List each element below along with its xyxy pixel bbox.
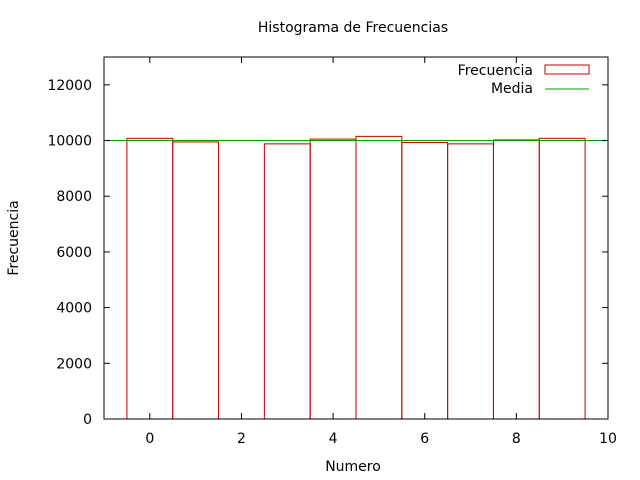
y-tick-label: 8000 (56, 189, 92, 205)
legend: Frecuencia Media (458, 63, 590, 97)
y-tick-label: 10000 (47, 134, 92, 150)
x-tick-label: 10 (599, 431, 617, 447)
bar-5 (355, 135, 403, 420)
bars-group (126, 135, 586, 420)
y-tick-label: 4000 (56, 301, 92, 317)
bar-1 (172, 141, 220, 420)
x-tick-label: 8 (512, 431, 521, 447)
bar-8 (492, 139, 540, 420)
x-axis-label: Numero (325, 459, 381, 475)
chart-title: Histograma de Frecuencias (258, 20, 448, 36)
bar-0 (126, 137, 174, 420)
legend-label-frecuencia: Frecuencia (458, 63, 533, 79)
plot-frame (103, 56, 609, 420)
bar-3 (263, 143, 311, 420)
y-tick-label: 12000 (47, 78, 92, 94)
ticks-group: 0 2 4 6 8 10 0 2000 4000 6000 8000 10000 12000 (47, 57, 617, 447)
y-tick-label: 2000 (56, 356, 92, 372)
bar-9 (538, 137, 586, 420)
y-tick-label: 6000 (56, 245, 92, 261)
y-tick-label: 0 (83, 412, 92, 428)
bar-7 (447, 143, 494, 420)
legend-swatch-frecuencia (544, 64, 590, 75)
x-tick-label: 2 (237, 431, 246, 447)
x-tick-label: 6 (420, 431, 429, 447)
x-tick-label: 4 (329, 431, 338, 447)
bar-6 (401, 141, 449, 420)
bar-4 (309, 138, 357, 420)
legend-label-media: Media (491, 81, 533, 97)
x-tick-label: 0 (145, 431, 154, 447)
y-axis-label: Frecuencia (6, 200, 22, 275)
